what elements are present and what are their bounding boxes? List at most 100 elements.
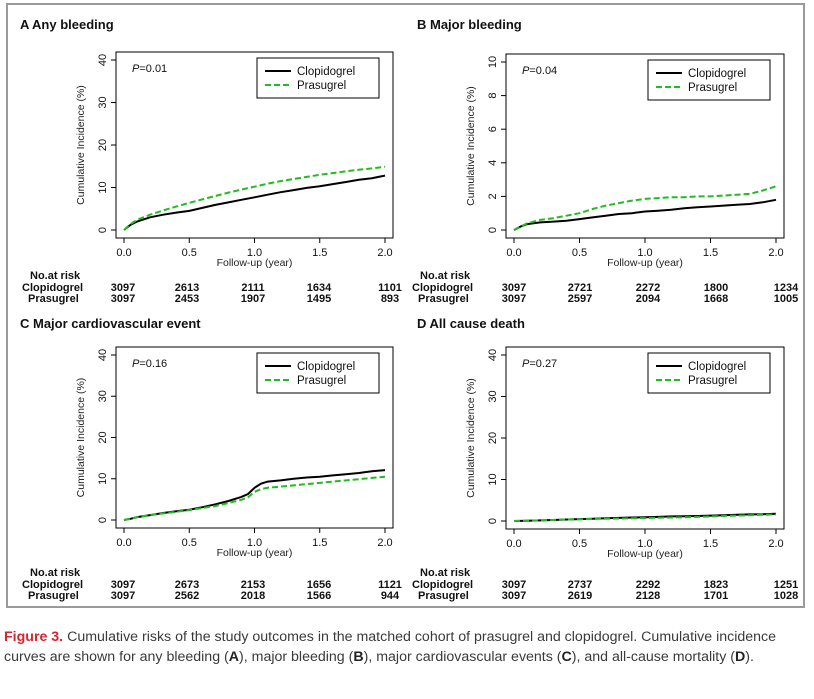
risk-table-value: 1701 [704, 590, 728, 602]
y-tick-label: 0 [487, 518, 499, 524]
risk-table-value: 1566 [307, 590, 331, 602]
p-value-label: P=0.27 [522, 358, 557, 370]
panel-title: A Any bleeding [20, 17, 114, 32]
chart-panel-c: C Major cardiovascular event 0.0 0.5 1.0 1.5… [20, 316, 402, 602]
x-tick-label: 1.0 [247, 247, 262, 259]
risk-table-row-label: Prasugrel [28, 293, 79, 305]
risk-table-value: 3097 [111, 282, 135, 294]
risk-table-value: 1668 [704, 293, 728, 305]
p-value-label: P=0.01 [132, 63, 167, 75]
x-axis-label: Follow-up (year) [607, 548, 683, 560]
x-axis-label: Follow-up (year) [217, 257, 293, 269]
risk-table-value: 3097 [502, 293, 526, 305]
risk-table-value: 1495 [307, 293, 331, 305]
risk-table-value: 2292 [636, 579, 660, 591]
x-tick-label: 1.5 [312, 537, 327, 549]
y-tick-label: 40 [487, 349, 499, 361]
panel-title: B Major bleeding [417, 17, 522, 32]
risk-table-row-label: Prasugrel [418, 590, 469, 602]
x-tick-label: 0.0 [506, 538, 521, 550]
legend-label-prasugrel: Prasugrel [297, 80, 346, 92]
risk-table-value: 3097 [111, 579, 135, 591]
risk-table-value: 3097 [502, 590, 526, 602]
risk-table-value: 2018 [241, 590, 265, 602]
risk-table-value: 2737 [568, 579, 592, 591]
risk-table-row-label: Clopidogrel [412, 282, 473, 294]
x-tick-label: 1.5 [312, 247, 327, 259]
y-tick-label: 20 [97, 431, 109, 443]
legend-label-clopidogrel: Clopidogrel [297, 361, 355, 373]
x-axis-label: Follow-up (year) [607, 257, 683, 269]
panel-title: D All cause death [417, 316, 525, 331]
y-tick-label: 30 [97, 390, 109, 402]
risk-table-value: 2111 [241, 282, 264, 294]
risk-table-value: 3097 [111, 590, 135, 602]
y-tick-label: 0 [487, 227, 499, 233]
x-tick-label: 0.5 [182, 537, 197, 549]
caption-bold-d: D [734, 649, 746, 665]
legend-box [256, 352, 380, 394]
x-axis-label: Follow-up (year) [217, 547, 293, 559]
risk-table-value: 893 [381, 293, 399, 305]
y-tick-label: 30 [97, 96, 109, 108]
y-tick-label: 0 [97, 227, 109, 233]
risk-table-value: 2128 [636, 590, 660, 602]
x-tick-label: 1.0 [247, 537, 262, 549]
legend-label-clopidogrel: Clopidogrel [688, 361, 746, 373]
risk-table-value: 2272 [636, 282, 660, 294]
legend-label-prasugrel: Prasugrel [688, 82, 737, 94]
x-tick-label: 2.0 [377, 247, 392, 259]
risk-table-header: No.at risk [420, 567, 471, 579]
risk-table-value: 944 [381, 590, 400, 602]
series-line-prasugrel [123, 475, 386, 521]
y-axis-label: Cumulative Incidence (%) [75, 378, 87, 498]
x-tick-label: 0.0 [116, 247, 131, 259]
caption-text: ). [745, 649, 754, 665]
risk-table-value: 2673 [175, 579, 199, 591]
chart-panel-a: A Any bleeding 0.0 0.5 1.0 1.5 2.0 Follow-up (… [20, 17, 402, 305]
risk-table-value: 1656 [307, 579, 331, 591]
risk-table-value: 1121 [378, 579, 402, 591]
x-tick-label: 1.0 [637, 247, 652, 259]
risk-table-value: 3097 [111, 293, 135, 305]
series-line-clopidogrel [123, 174, 386, 231]
y-tick-label: 10 [487, 56, 499, 68]
y-tick-label: 6 [487, 126, 499, 132]
chart-panel-b: B Major bleeding 0.0 0.5 1.0 1.5 2.0 Follow-up… [412, 17, 799, 305]
risk-table-value: 1251 [774, 579, 798, 591]
legend-box [647, 59, 771, 101]
y-tick-label: 30 [487, 390, 499, 402]
risk-table-value: 1800 [704, 282, 728, 294]
x-tick-label: 0.0 [506, 247, 521, 259]
caption-text: ), and all-cause mortality ( [571, 649, 735, 665]
risk-table-value: 2153 [241, 579, 265, 591]
risk-table-header: No.at risk [420, 270, 471, 282]
risk-table-header: No.at risk [30, 567, 81, 579]
series-line-prasugrel [513, 185, 777, 231]
risk-table-row-label: Clopidogrel [412, 579, 473, 591]
legend-box [647, 352, 771, 394]
x-tick-label: 0.5 [572, 247, 587, 259]
y-tick-label: 2 [487, 193, 499, 199]
series-line-prasugrel [513, 513, 777, 522]
risk-table-value: 1634 [307, 282, 332, 294]
x-tick-label: 2.0 [377, 537, 392, 549]
caption-bold-a: A [228, 649, 240, 665]
p-value-label: P=0.16 [132, 358, 167, 370]
risk-table-value: 2613 [175, 282, 199, 294]
risk-table-value: 3097 [502, 579, 526, 591]
caption-text: ), major cardiovascular events ( [363, 649, 562, 665]
caption-text: ), major bleeding ( [239, 649, 354, 665]
figure-frame: A Any bleeding 0.0 0.5 1.0 1.5 2.0 Follow-up (… [6, 3, 805, 608]
y-tick-label: 8 [487, 93, 499, 99]
caption-bold-b: B [353, 649, 364, 665]
risk-table-row-label: Clopidogrel [22, 579, 83, 591]
risk-table-value: 2721 [568, 282, 592, 294]
x-tick-label: 1.0 [637, 538, 652, 550]
x-tick-label: 2.0 [768, 538, 783, 550]
y-tick-label: 10 [487, 473, 499, 485]
legend-label-prasugrel: Prasugrel [688, 375, 737, 387]
risk-table-value: 2619 [568, 590, 592, 602]
y-axis-label: Cumulative Incidence (%) [75, 85, 87, 205]
y-tick-label: 10 [97, 473, 109, 485]
